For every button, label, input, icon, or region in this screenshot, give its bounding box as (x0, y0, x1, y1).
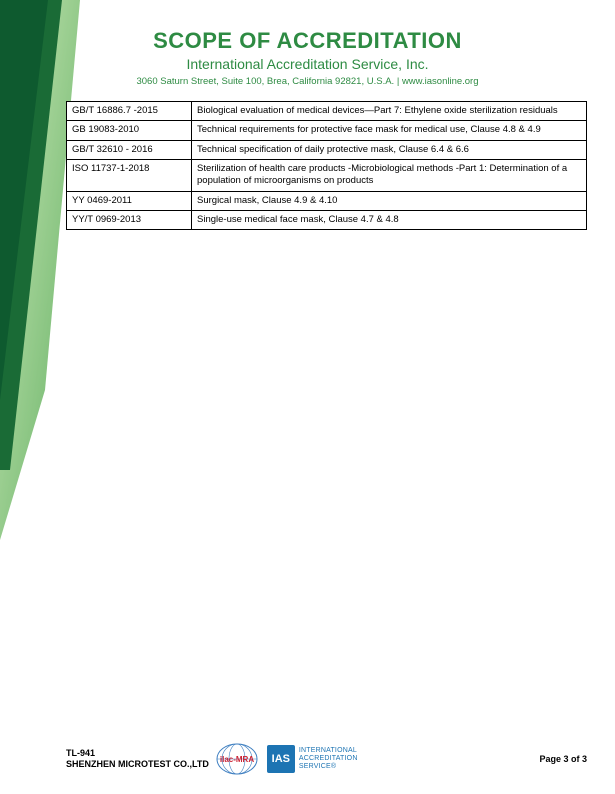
standard-description: Biological evaluation of medical devices… (192, 102, 587, 121)
standard-description: Sterilization of health care products -M… (192, 160, 587, 192)
standard-code: GB/T 32610 - 2016 (67, 140, 192, 159)
footer-company: SHENZHEN MICROTEST CO.,LTD (66, 759, 209, 770)
standard-description: Single-use medical face mask, Clause 4.7… (192, 211, 587, 230)
standards-table-wrap: GB/T 16886.7 -2015Biological evaluation … (66, 101, 587, 230)
address-line: 3060 Saturn Street, Suite 100, Brea, Cal… (0, 76, 615, 87)
ias-logo-block: IAS INTERNATIONAL ACCREDITATION SERVICE® (267, 745, 358, 773)
table-row: GB/T 32610 - 2016Technical specification… (67, 140, 587, 159)
page-footer: TL-941 SHENZHEN MICROTEST CO.,LTD ilac-M… (66, 742, 587, 776)
page-subtitle: International Accreditation Service, Inc… (0, 56, 615, 72)
ilac-mra-logo: ilac-MRA (215, 742, 259, 776)
svg-text:ilac-MRA: ilac-MRA (220, 755, 254, 764)
standard-code: GB 19083-2010 (67, 121, 192, 140)
document-header: SCOPE OF ACCREDITATION International Acc… (0, 0, 615, 87)
table-row: GB 19083-2010Technical requirements for … (67, 121, 587, 140)
table-row: YY/T 0969-2013Single-use medical face ma… (67, 211, 587, 230)
standard-code: GB/T 16886.7 -2015 (67, 102, 192, 121)
ias-box-icon: IAS (267, 745, 295, 773)
page-number: Page 3 of 3 (539, 754, 587, 764)
standard-code: ISO 11737-1-2018 (67, 160, 192, 192)
table-row: GB/T 16886.7 -2015Biological evaluation … (67, 102, 587, 121)
standard-code: YY 0469-2011 (67, 191, 192, 210)
footer-left: TL-941 SHENZHEN MICROTEST CO.,LTD (66, 748, 209, 771)
table-row: ISO 11737-1-2018Sterilization of health … (67, 160, 587, 192)
standard-description: Technical specification of daily protect… (192, 140, 587, 159)
standard-description: Surgical mask, Clause 4.9 & 4.10 (192, 191, 587, 210)
standard-code: YY/T 0969-2013 (67, 211, 192, 230)
page-title: SCOPE OF ACCREDITATION (0, 28, 615, 54)
standards-table: GB/T 16886.7 -2015Biological evaluation … (66, 101, 587, 230)
ias-text: INTERNATIONAL ACCREDITATION SERVICE® (299, 747, 358, 771)
standard-description: Technical requirements for protective fa… (192, 121, 587, 140)
table-row: YY 0469-2011Surgical mask, Clause 4.9 & … (67, 191, 587, 210)
footer-code: TL-941 (66, 748, 209, 759)
